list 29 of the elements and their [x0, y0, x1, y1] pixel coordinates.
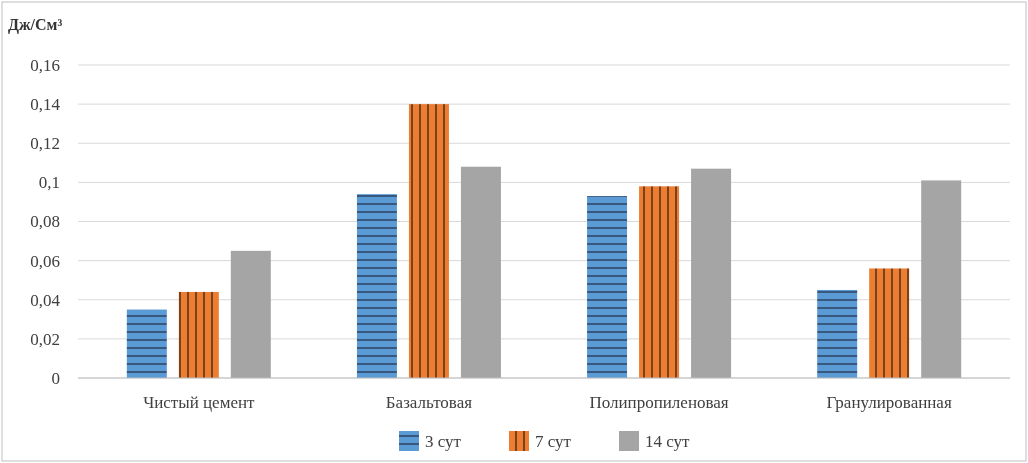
- bar: [587, 196, 628, 378]
- y-tick-label: 0,14: [30, 95, 61, 115]
- legend-label: 3 сут: [425, 431, 462, 451]
- bar: [178, 291, 219, 378]
- y-tick-label: 0,06: [30, 251, 60, 271]
- y-tick-label: 0,16: [30, 55, 60, 75]
- bar: [408, 104, 449, 378]
- y-tick-label: 0,02: [30, 329, 60, 349]
- y-tick-label: 0,04: [30, 290, 61, 310]
- y-tick-label: 0,1: [38, 173, 60, 193]
- bar: [126, 309, 167, 378]
- y-axis-title: Дж/См³: [8, 16, 63, 34]
- x-tick-label: Чистый цемент: [143, 393, 256, 412]
- bar: [817, 289, 858, 378]
- x-tick-label: Гранулированная: [826, 393, 952, 412]
- bar: [356, 194, 397, 378]
- bar: [921, 180, 962, 378]
- y-tick-label: 0: [51, 368, 60, 388]
- legend-label: 14 сут: [645, 431, 691, 451]
- bar: [639, 186, 680, 378]
- x-tick-label: Полипропиленовая: [589, 393, 729, 412]
- bar: [869, 268, 910, 378]
- x-tick-label: Базальтовая: [385, 393, 473, 412]
- bar: [230, 250, 271, 378]
- bar: [460, 166, 501, 378]
- legend-label: 7 сут: [535, 431, 572, 451]
- y-tick-label: 0,12: [30, 134, 60, 154]
- y-tick-label: 0,08: [30, 212, 60, 232]
- bar: [691, 168, 732, 378]
